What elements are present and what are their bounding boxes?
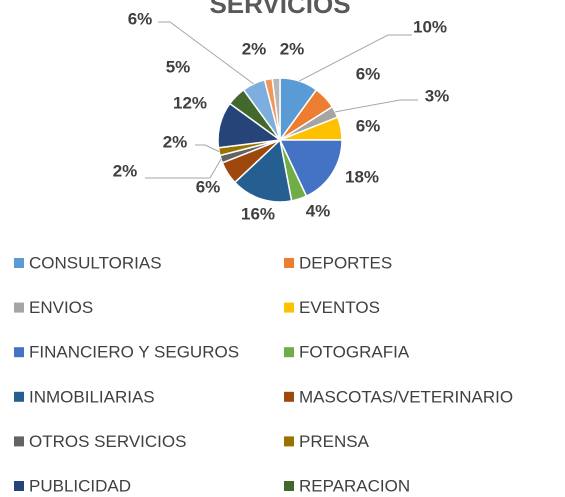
data-label: 6% xyxy=(356,64,381,83)
leader-line xyxy=(298,34,412,82)
data-label: 3% xyxy=(425,86,450,105)
leader-line xyxy=(195,144,220,153)
legend-label: DEPORTES xyxy=(299,253,392,272)
legend-label: MASCOTAS/VETERINARIO xyxy=(299,387,513,406)
legend-label: PRENSA xyxy=(299,432,370,451)
pie-slice xyxy=(271,77,281,141)
legend-label: FOTOGRAFIA xyxy=(299,343,410,362)
legend-swatch xyxy=(14,391,24,402)
legend-label: PUBLICIDAD xyxy=(29,476,131,495)
data-label: 6% xyxy=(356,116,381,135)
legend-label: REPARACION xyxy=(299,476,410,495)
legend-swatch xyxy=(284,302,294,313)
legend-label: INMOBILIARIAS xyxy=(29,387,155,406)
legend-label: FINANCIERO Y SEGUROS xyxy=(29,343,239,362)
legend-swatch xyxy=(14,436,24,447)
leader-line xyxy=(335,99,418,113)
data-label: 16% xyxy=(241,204,275,223)
legend-swatch xyxy=(14,481,24,491)
legend-label: ENVIOS xyxy=(29,298,93,317)
data-label: 2% xyxy=(242,39,267,58)
legend-label: OTROS SERVICIOS xyxy=(29,432,186,451)
data-label: 2% xyxy=(163,132,188,151)
data-label: 18% xyxy=(345,167,379,186)
data-label: 10% xyxy=(413,17,447,36)
data-label: 6% xyxy=(196,177,221,196)
leader-line xyxy=(145,158,222,179)
legend-swatch xyxy=(14,302,24,313)
chart-title: SERVICIOS xyxy=(209,0,350,19)
data-label: 2% xyxy=(280,39,305,58)
data-label: 5% xyxy=(166,57,191,76)
legend-label: EVENTOS xyxy=(299,298,380,317)
data-label: 12% xyxy=(173,93,207,112)
legend-swatch xyxy=(284,258,294,268)
legend-swatch xyxy=(14,347,24,358)
data-label: 4% xyxy=(306,201,331,220)
data-label: 6% xyxy=(128,9,153,28)
legend-label: CONSULTORIAS xyxy=(29,253,162,272)
legend-swatch xyxy=(284,391,294,402)
pie-slice xyxy=(233,138,293,203)
legend-swatch xyxy=(284,347,294,358)
legend-swatch xyxy=(14,258,24,268)
data-label: 2% xyxy=(113,161,138,180)
legend-swatch xyxy=(284,436,294,447)
pie-slice xyxy=(278,139,343,198)
legend-swatch xyxy=(284,481,294,491)
leader-line xyxy=(158,21,254,85)
